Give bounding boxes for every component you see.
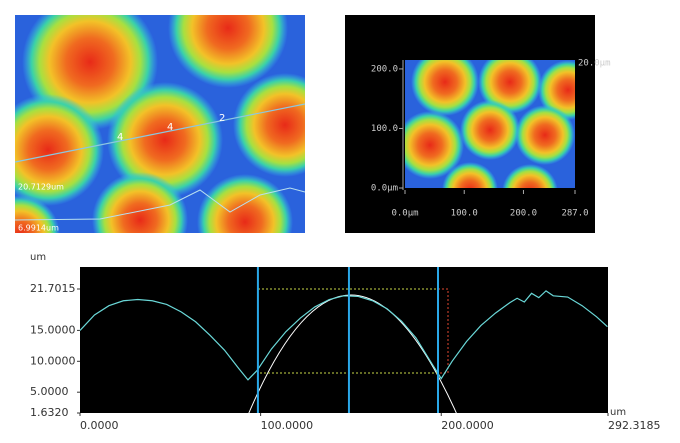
y-tick-label: 200.0 [371, 64, 398, 74]
x-tick-label: 100.0 [451, 209, 478, 219]
x-tick-label: 200.0 [510, 209, 537, 219]
x-tick-label: 100.0000 [261, 419, 314, 432]
y-tick-label: 15.0000 [30, 323, 76, 336]
profile-plot [80, 267, 608, 413]
marker: 4 [167, 122, 173, 133]
height-label: 6.9914um [18, 224, 59, 233]
profile-line [79, 290, 608, 381]
marker: 4 [117, 132, 123, 143]
x-tick-label: 287.0 [561, 209, 588, 219]
z-label: 20.0µm [578, 59, 611, 69]
x-tick-label: 292.3185 [608, 419, 661, 432]
marker: 2 [219, 113, 225, 124]
y-tick-label: 0.0µm [371, 184, 398, 194]
y-tick-label: 10.0000 [30, 354, 76, 367]
fit-curve [237, 294, 469, 441]
y-tick-label: 21.7015 [30, 282, 76, 295]
view-3d-image [405, 60, 575, 188]
x-tick-label: 0.0000 [80, 419, 119, 432]
x-tick-label: 200.0000 [441, 419, 494, 432]
height-map [15, 15, 305, 233]
y-unit: um [30, 252, 46, 263]
x-tick-label: 0.0µm [391, 209, 418, 219]
y-tick-label: 100.0 [371, 124, 398, 134]
height-label: 20.7129um [18, 183, 64, 192]
x-unit: um [610, 407, 626, 418]
y-tick-label: 1.6320 [30, 406, 69, 419]
y-tick-label: 5.0000 [30, 385, 69, 398]
